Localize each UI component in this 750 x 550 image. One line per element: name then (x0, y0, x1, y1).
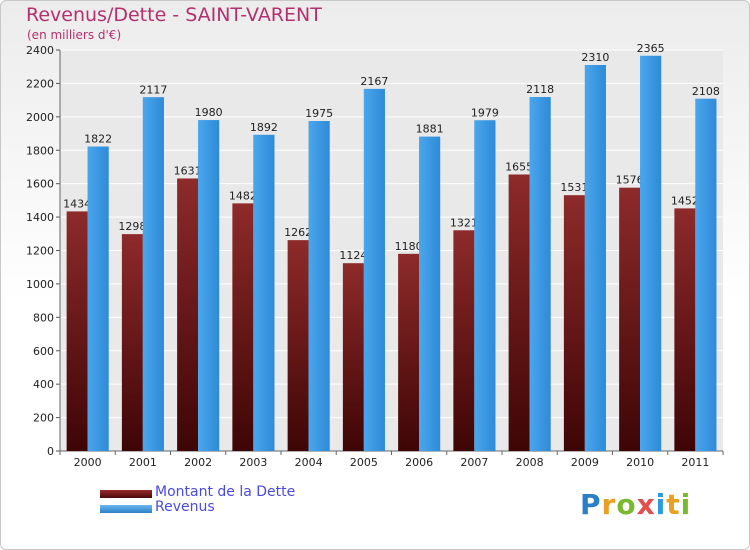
data-label-revenus: 1822 (84, 133, 112, 146)
data-label-revenus: 2118 (526, 83, 554, 96)
x-tick-label: 2011 (681, 456, 709, 469)
data-label-revenus: 1980 (195, 106, 223, 119)
y-tick-label: 0 (47, 445, 54, 458)
proxiti-logo: Proxiti (580, 488, 692, 521)
bar-dette (66, 211, 88, 451)
data-label-revenus: 2365 (637, 42, 665, 55)
legend-swatch-revenus (100, 505, 152, 513)
bar-dette (232, 203, 254, 451)
data-label-dette: 1124 (339, 249, 367, 262)
legend-swatch-dette (100, 490, 152, 498)
bar-revenus-overlay (529, 97, 551, 452)
y-tick-label: 1800 (26, 144, 54, 157)
x-tick-label: 2008 (516, 456, 544, 469)
bar-dette (398, 253, 420, 451)
y-tick-label: 1400 (26, 211, 54, 224)
bar-revenus-overlay (142, 97, 164, 452)
bar-revenus-overlay (640, 55, 662, 452)
legend-label-revenus: Revenus (155, 499, 215, 515)
x-tick-label: 2006 (405, 456, 433, 469)
bar-dette (121, 234, 143, 451)
bar-dette (563, 195, 585, 451)
data-label-dette: 1180 (395, 240, 423, 253)
bar-dette (177, 178, 199, 452)
y-tick-label: 1600 (26, 178, 54, 191)
bar-dette (453, 230, 475, 451)
bar-dette (619, 187, 641, 451)
x-tick-label: 2001 (129, 456, 157, 469)
data-label-revenus: 2167 (360, 75, 388, 88)
y-tick-label: 1000 (26, 278, 54, 291)
legend-label-dette: Montant de la Dette (155, 484, 296, 500)
data-label-revenus: 1892 (250, 121, 278, 134)
chart-title: Revenus/Dette - SAINT-VARENT (26, 4, 322, 26)
x-tick-label: 2003 (239, 456, 267, 469)
bar-revenus-overlay (198, 120, 220, 452)
y-tick-label: 800 (33, 311, 54, 324)
x-tick-label: 2009 (571, 456, 599, 469)
data-label-revenus: 2108 (692, 85, 720, 98)
data-label-revenus: 2117 (139, 83, 167, 96)
data-label-dette: 1434 (63, 197, 91, 210)
y-tick-label: 200 (33, 412, 54, 425)
bar-revenus-overlay (87, 146, 109, 452)
x-tick-label: 2010 (626, 456, 654, 469)
bar-revenus-overlay (584, 65, 606, 451)
x-tick-label: 2007 (460, 456, 488, 469)
bar-dette (342, 263, 364, 451)
data-label-dette: 1452 (671, 194, 699, 207)
data-label-dette: 1631 (174, 164, 202, 177)
bar-revenus-overlay (695, 98, 717, 451)
y-tick-label: 2000 (26, 111, 54, 124)
bar-dette (674, 208, 696, 451)
x-tick-label: 2002 (184, 456, 212, 469)
bar-revenus-overlay (474, 120, 496, 451)
data-label-revenus: 1975 (305, 107, 333, 120)
y-tick-label: 1200 (26, 245, 54, 258)
data-label-dette: 1655 (505, 160, 533, 173)
bar-dette (287, 240, 309, 451)
bar-revenus-overlay (363, 88, 385, 451)
bar-dette (508, 174, 530, 451)
y-tick-label: 600 (33, 345, 54, 358)
bar-revenus-overlay (253, 134, 275, 451)
chart-subtitle: (en milliers d'€) (27, 28, 122, 42)
bar-revenus-overlay (308, 121, 330, 452)
data-label-revenus: 2310 (581, 51, 609, 64)
data-label-dette: 1482 (229, 189, 257, 202)
bar-revenus-overlay (419, 136, 441, 451)
x-tick-label: 2000 (74, 456, 102, 469)
y-tick-label: 2400 (26, 44, 54, 57)
data-label-dette: 1262 (284, 226, 312, 239)
data-label-revenus: 1979 (471, 106, 499, 119)
y-tick-label: 400 (33, 378, 54, 391)
data-label-dette: 1576 (616, 174, 644, 187)
data-label-revenus: 1881 (416, 123, 444, 136)
data-label-dette: 1321 (450, 216, 478, 229)
x-tick-label: 2005 (350, 456, 378, 469)
x-tick-label: 2004 (295, 456, 323, 469)
y-tick-label: 2200 (26, 77, 54, 90)
data-label-dette: 1298 (118, 220, 146, 233)
data-label-dette: 1531 (560, 181, 588, 194)
